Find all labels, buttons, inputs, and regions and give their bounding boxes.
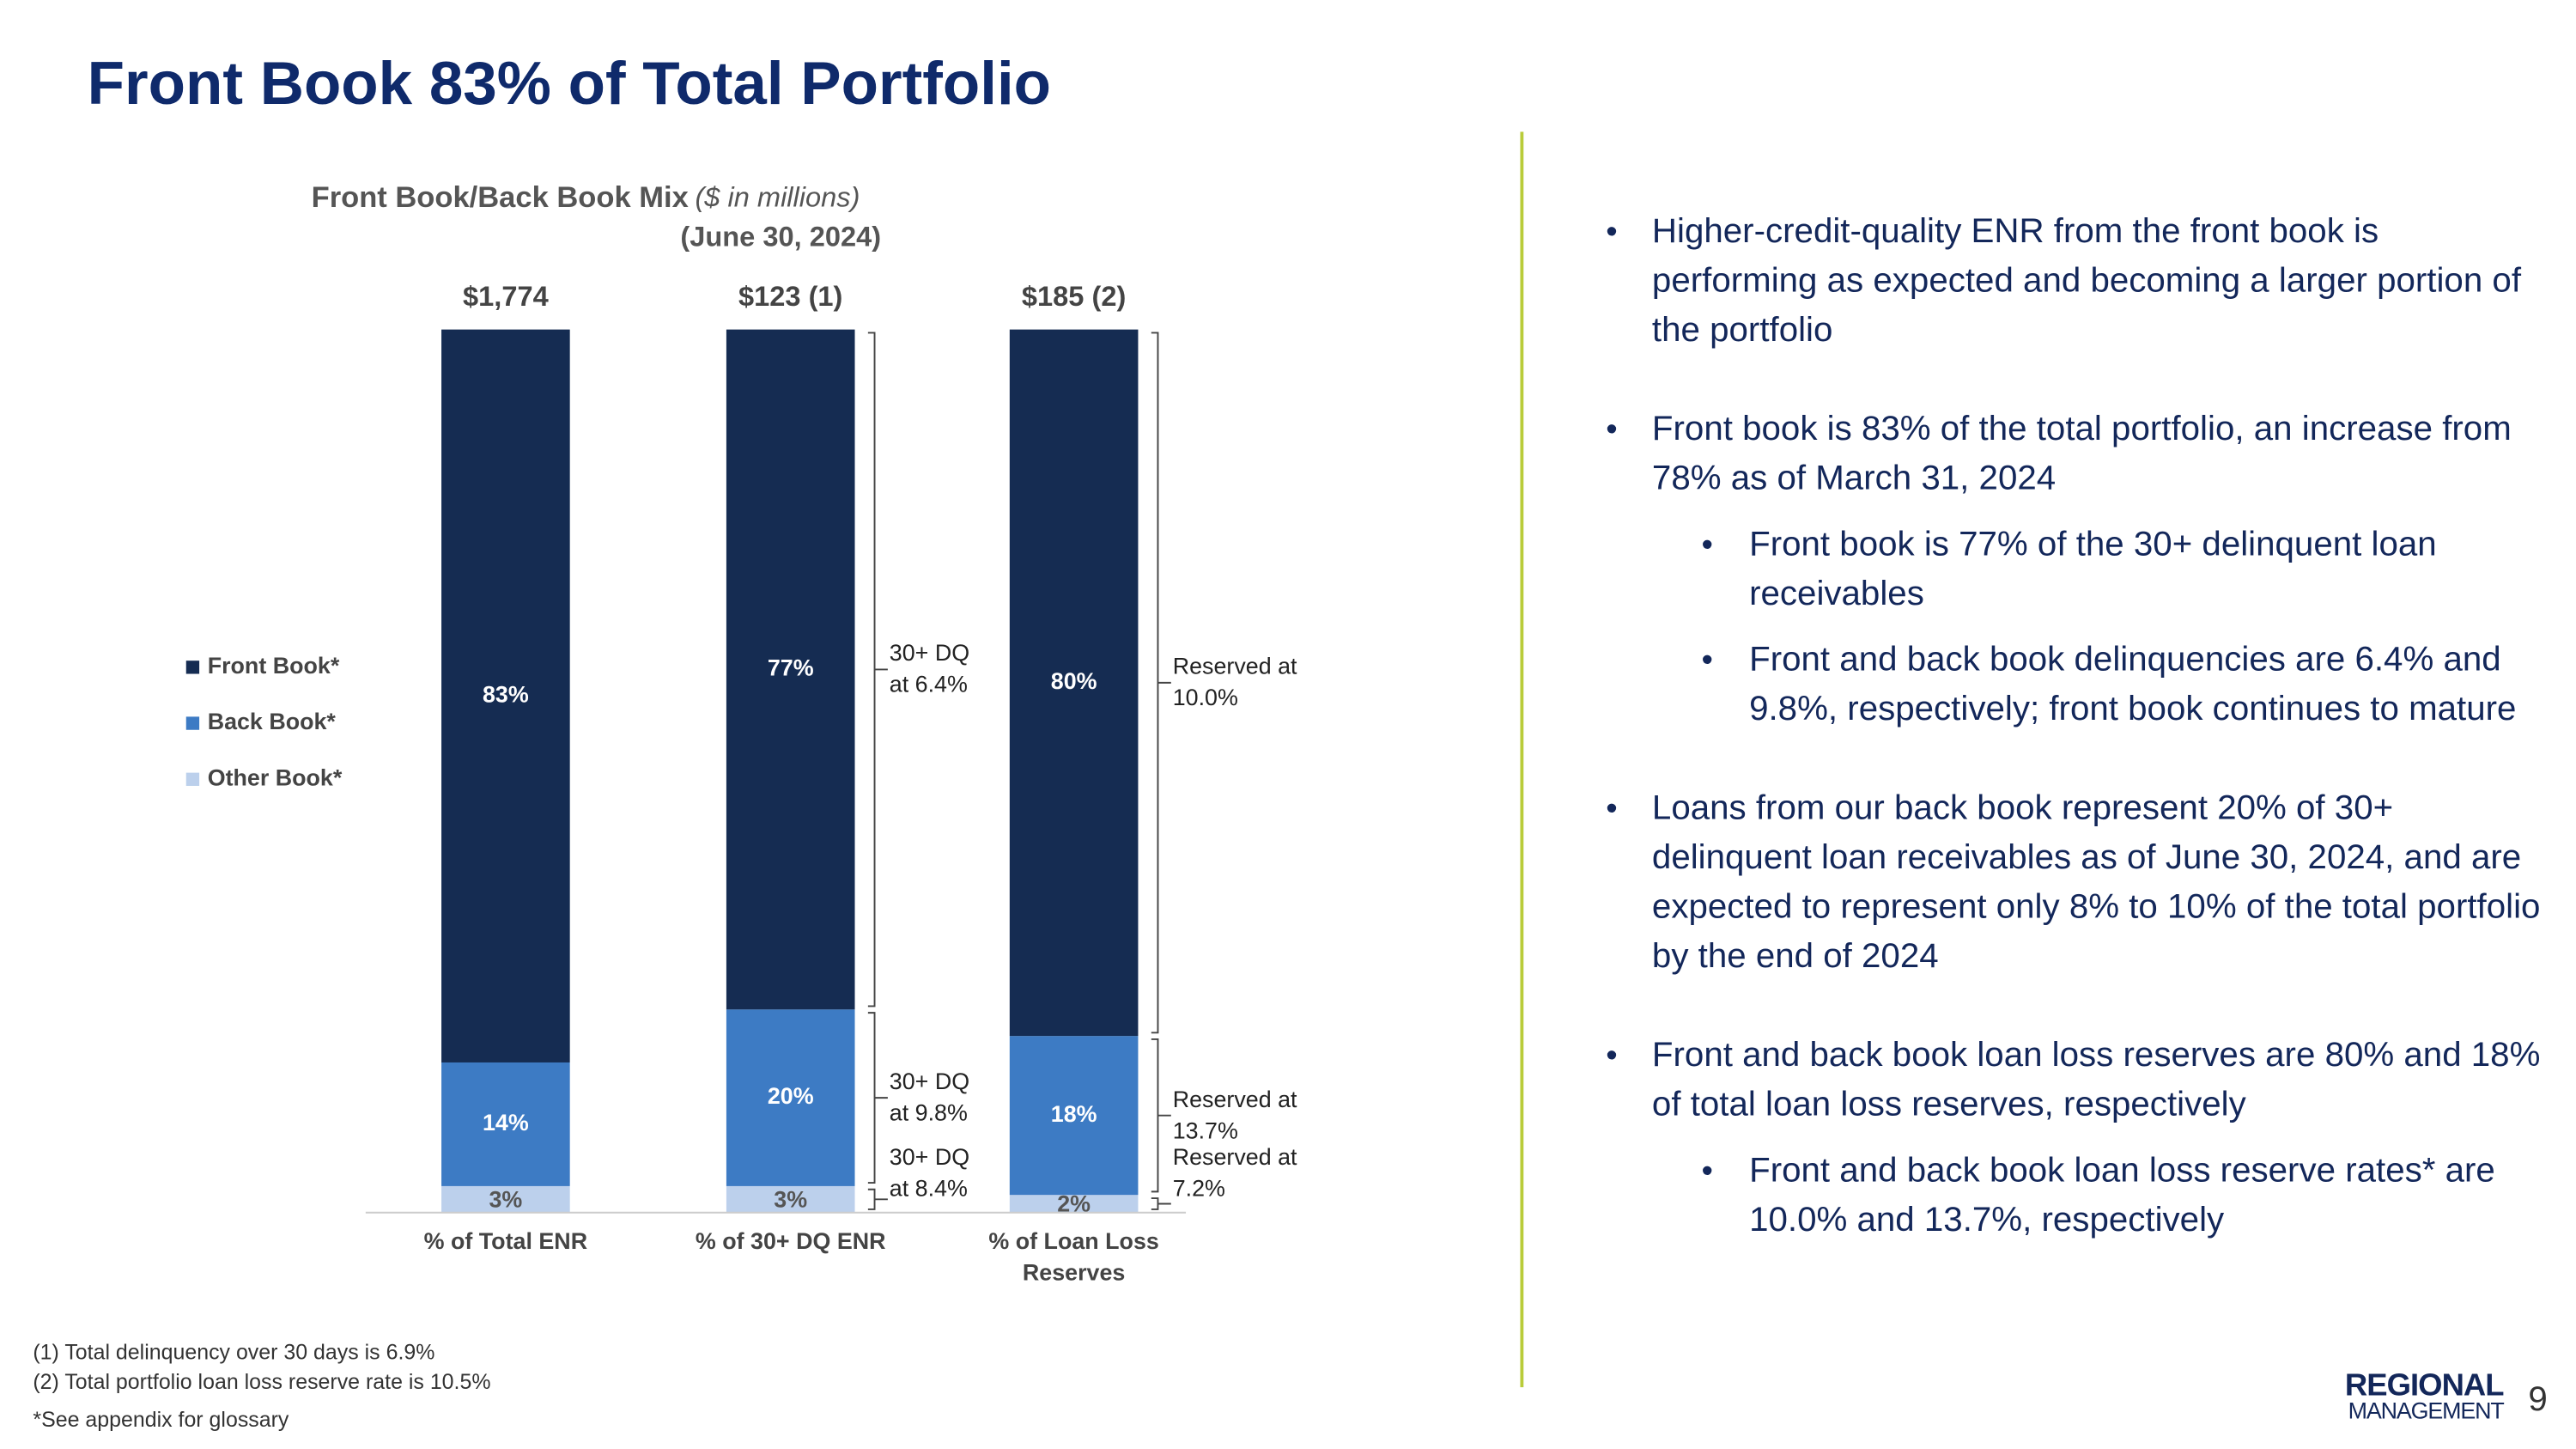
data-label: 80% [1051, 668, 1097, 694]
bracket-label: 30+ DQ at 6.4% [889, 639, 970, 698]
data-label: 20% [768, 1083, 814, 1109]
chart-title: Front Book/Back Book Mix [312, 181, 689, 214]
data-label: 14% [483, 1110, 529, 1135]
bracket-label: 30+ DQ at 9.8% [889, 1068, 970, 1126]
bar-segment [441, 1062, 570, 1186]
x-tick-label: % of 30+ DQ ENR [695, 1227, 886, 1254]
data-label: 3% [489, 1186, 522, 1212]
bullet: Front and back book loan loss reserves a… [1606, 1032, 2544, 1130]
x-tick-label-box: % of Total ENR [423, 1227, 588, 1254]
bracket-label: Reserved at 10.0% [1172, 653, 1297, 711]
legend-swatch [185, 661, 200, 674]
x-tick-label-box: % of Loan Loss Reserves [988, 1227, 1159, 1286]
bracket [867, 1188, 888, 1210]
logo: REGIONAL MANAGEMENT [2293, 1368, 2505, 1424]
glossary-note: *See appendix for glossary [33, 1407, 289, 1432]
logo-text: MANAGEMENT [2348, 1397, 2505, 1424]
data-label: 77% [768, 655, 814, 681]
bar-total: $185 (2) [1022, 280, 1126, 312]
bracket-label: Reserved at 13.7% [1172, 1086, 1297, 1144]
bar-segment [726, 1185, 855, 1213]
chart-subtitle: (June 30, 2024) [680, 221, 881, 253]
legend-label: Front Book* [208, 653, 340, 679]
bracket [1151, 1197, 1171, 1210]
legend-label: Other Book* [208, 764, 343, 790]
bracket [867, 1012, 888, 1184]
bracket-label: Reserved at 7.2% [1172, 1143, 1297, 1202]
bullet: Front and back book loan loss reserve ra… [1606, 1147, 2544, 1245]
x-tick-label: % of Loan Loss Reserves [988, 1227, 1159, 1286]
bar-segment [1009, 1195, 1139, 1213]
bullet: Front book is 77% of the 30+ delinquent … [1606, 521, 2544, 619]
bar-total: $1,774 [463, 280, 549, 312]
bullet: Higher-credit-quality ENR from the front… [1606, 208, 2544, 356]
legend-swatch [185, 716, 200, 730]
bracket [1151, 332, 1171, 1034]
bracket-label-box: Reserved at 13.7% [1172, 1086, 1297, 1144]
bullet: Loans from our back book represent 20% o… [1606, 784, 2544, 982]
data-label: 83% [483, 681, 529, 707]
bracket-label-box: 30+ DQ at 6.4% [889, 639, 970, 698]
legend-swatch [185, 772, 200, 786]
bar-segment [726, 1009, 855, 1186]
x-tick-label: % of Total ENR [423, 1227, 588, 1254]
bar-segment [1009, 329, 1139, 1037]
bracket-label-box: Reserved at 7.2% [1172, 1143, 1297, 1202]
bracket-label: 30+ DQ at 8.4% [889, 1143, 970, 1202]
bracket-label-box: 30+ DQ at 9.8% [889, 1068, 970, 1126]
bullet: Front and back book delinquencies are 6.… [1606, 636, 2544, 734]
bracket-label-box: Reserved at 10.0% [1172, 653, 1297, 711]
footnote: (2) Total portfolio loan loss reserve ra… [33, 1368, 491, 1394]
bracket-label-box: 30+ DQ at 8.4% [889, 1143, 970, 1202]
divider [1520, 131, 1524, 1388]
x-tick-label-box: % of 30+ DQ ENR [695, 1227, 886, 1254]
bar-total: $123 (1) [738, 280, 842, 312]
bullet-list: Higher-credit-quality ENR from the front… [1606, 208, 2544, 1245]
footnotes: (1) Total delinquency over 30 days is 6.… [33, 1338, 490, 1435]
bar-segment [1009, 1036, 1139, 1196]
slide-title: Front Book 83% of Total Portfolio [87, 49, 1052, 118]
bracket [867, 332, 888, 1008]
bar-segment [441, 1185, 570, 1213]
chart: Front Book/Back Book Mix ($ in millions)… [185, 181, 1297, 1286]
data-label: 3% [774, 1186, 807, 1212]
chart-title-note: ($ in millions) [695, 181, 860, 213]
bar-segment [441, 329, 570, 1062]
bracket [1151, 1038, 1171, 1193]
logo-text: REGIONAL [2344, 1368, 2505, 1404]
bar-segment [726, 329, 855, 1010]
legend-label: Back Book* [208, 709, 337, 734]
data-label: 18% [1051, 1101, 1097, 1127]
bullet: Front book is 83% of the total portfolio… [1606, 405, 2544, 504]
page-number: 9 [2528, 1380, 2548, 1419]
footnote: (1) Total delinquency over 30 days is 6.… [33, 1339, 435, 1365]
